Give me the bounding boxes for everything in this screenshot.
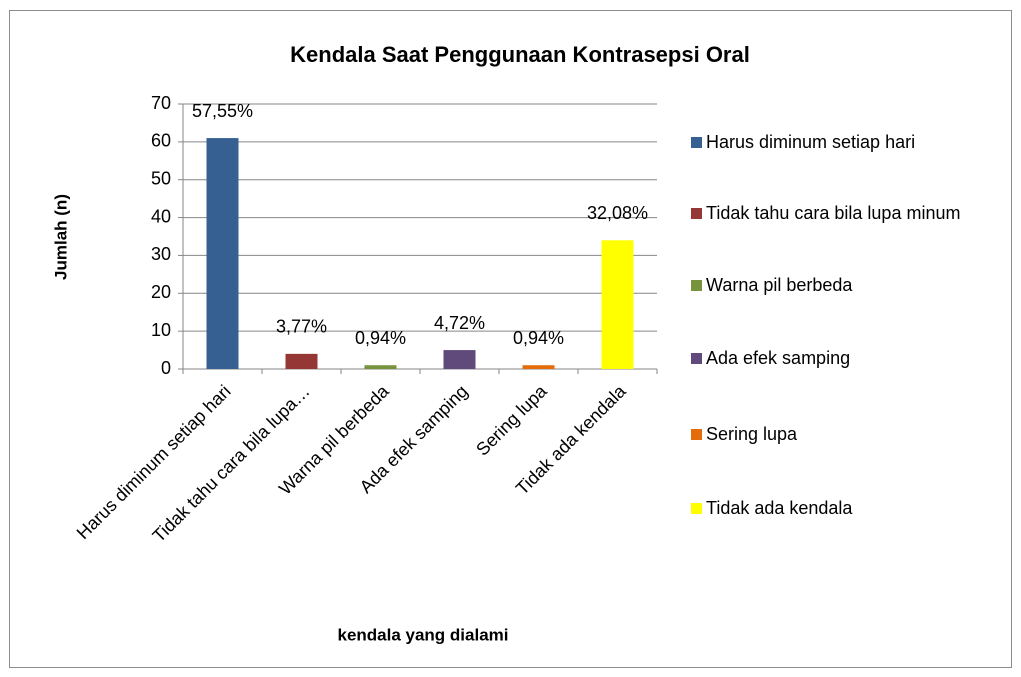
legend-item: Sering lupa bbox=[691, 421, 996, 447]
legend-item: Ada efek samping bbox=[691, 345, 996, 371]
legend-item: Harus diminum setiap hari bbox=[691, 129, 996, 155]
y-tick-label: 60 bbox=[151, 131, 171, 151]
y-tick-label: 20 bbox=[151, 282, 171, 302]
x-axis-label: kendala yang dialami bbox=[337, 625, 508, 644]
legend-swatch bbox=[691, 208, 702, 219]
y-tick-label: 40 bbox=[151, 206, 171, 226]
legend-label: Tidak tahu cara bila lupa minum bbox=[706, 203, 961, 223]
bar bbox=[522, 365, 555, 369]
data-label: 57,55% bbox=[192, 101, 253, 121]
y-tick-label: 30 bbox=[151, 244, 171, 264]
legend-item: Warna pil berbeda bbox=[691, 272, 996, 298]
bar bbox=[364, 365, 397, 369]
data-label: 4,72% bbox=[434, 313, 485, 333]
legend-label: Warna pil berbeda bbox=[706, 275, 853, 295]
legend-swatch bbox=[691, 353, 702, 364]
legend-label: Tidak ada kendala bbox=[706, 498, 853, 518]
legend-item: Tidak tahu cara bila lupa minum bbox=[691, 200, 996, 226]
y-tick-label: 0 bbox=[161, 358, 171, 378]
bar bbox=[601, 240, 634, 369]
bar bbox=[285, 353, 318, 369]
chart-border bbox=[9, 10, 1012, 668]
legend-label: Ada efek samping bbox=[706, 348, 851, 368]
y-tick-label: 10 bbox=[151, 320, 171, 340]
y-axis-label: Jumlah (n) bbox=[51, 194, 70, 280]
y-tick-label: 50 bbox=[151, 168, 171, 188]
chart-title: Kendala Saat Penggunaan Kontrasepsi Oral bbox=[290, 42, 750, 67]
legend-label: Harus diminum setiap hari bbox=[706, 132, 916, 152]
data-label: 3,77% bbox=[276, 317, 327, 337]
data-label: 0,94% bbox=[513, 328, 564, 348]
data-label: 0,94% bbox=[355, 328, 406, 348]
legend-item: Tidak ada kendala bbox=[691, 495, 996, 521]
legend-swatch bbox=[691, 280, 702, 291]
legend-swatch bbox=[691, 429, 702, 440]
bar bbox=[206, 138, 239, 369]
y-tick-label: 70 bbox=[151, 93, 171, 113]
bar bbox=[443, 350, 476, 369]
data-label: 32,08% bbox=[587, 203, 648, 223]
legend-swatch bbox=[691, 503, 702, 514]
legend-swatch bbox=[691, 137, 702, 148]
legend-label: Sering lupa bbox=[706, 424, 798, 444]
